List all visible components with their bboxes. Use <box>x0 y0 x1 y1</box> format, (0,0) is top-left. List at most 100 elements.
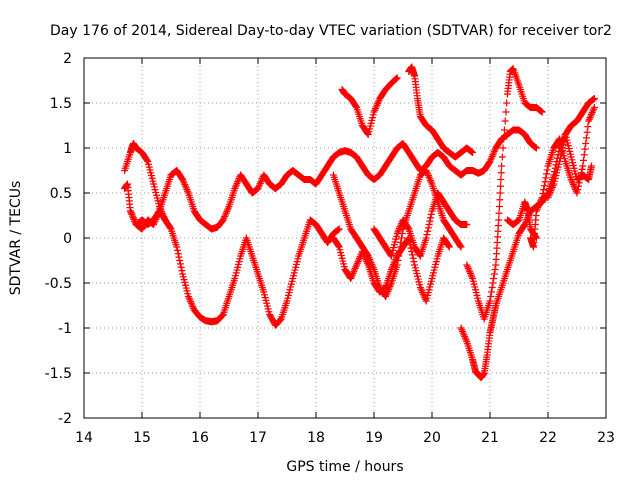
data-point <box>348 273 356 281</box>
data-point <box>445 243 453 251</box>
data-point <box>395 226 403 234</box>
data-point <box>497 176 505 183</box>
data-point <box>543 170 551 178</box>
y-tick-label: -0.5 <box>45 276 72 292</box>
series-sat-f <box>405 63 477 161</box>
series-sat-g <box>329 234 453 305</box>
data-point <box>486 158 494 165</box>
data-point <box>500 135 508 143</box>
data-point <box>490 275 498 282</box>
data-point <box>182 184 190 192</box>
data-point <box>497 169 505 177</box>
data-point <box>497 182 505 190</box>
data-point <box>427 178 435 186</box>
data-point <box>160 215 168 223</box>
data-point <box>458 326 466 334</box>
axis-ticks: 14 15 16 17 18 19 20 21 22 23 -2 -1.5 -1 -0.5 0 0.5 1 1.5… <box>45 51 615 446</box>
data-point <box>335 225 343 233</box>
data-point <box>588 110 595 118</box>
data-point <box>363 258 371 266</box>
data-point <box>547 187 555 195</box>
data-point <box>218 311 226 319</box>
data-point <box>445 242 453 250</box>
data-point <box>382 293 390 300</box>
data-point <box>548 183 556 191</box>
data-point <box>574 186 582 194</box>
data-point <box>409 254 417 262</box>
data-point <box>466 268 474 276</box>
data-point <box>587 112 595 120</box>
data-point <box>372 103 380 111</box>
data-point <box>218 312 226 320</box>
data-point <box>541 178 549 186</box>
series-sat-d <box>338 74 401 138</box>
data-point <box>223 208 231 216</box>
data-point <box>219 216 227 224</box>
data-point <box>374 98 382 106</box>
data-point <box>362 256 370 264</box>
data-point <box>462 336 470 344</box>
data-point <box>556 158 564 165</box>
data-point <box>498 153 506 161</box>
data-point <box>539 190 547 198</box>
data-point <box>559 141 567 149</box>
data-point <box>468 273 476 281</box>
data-point <box>382 291 390 299</box>
data-point <box>466 269 474 277</box>
data-point <box>502 108 510 116</box>
data-point <box>534 204 542 212</box>
data-point <box>188 301 196 309</box>
series-sat-m <box>370 189 471 260</box>
data-point <box>540 186 548 194</box>
data-point <box>254 185 262 192</box>
data-point <box>556 154 564 162</box>
data-point <box>457 324 465 332</box>
data-point <box>150 221 158 228</box>
data-point <box>177 263 185 271</box>
data-point <box>581 145 589 153</box>
data-point <box>390 260 398 268</box>
data-point <box>469 149 477 156</box>
data-point <box>422 234 430 242</box>
data-point <box>487 293 495 300</box>
data-point <box>152 215 160 223</box>
data-point <box>585 117 593 125</box>
data-point <box>559 144 566 152</box>
x-tick-label: 18 <box>307 430 325 446</box>
data-point <box>499 144 507 152</box>
data-point <box>580 156 588 164</box>
data-point <box>233 179 241 187</box>
data-point <box>590 95 598 102</box>
data-point <box>488 284 496 291</box>
chart-title: Day 176 of 2014, Sidereal Day-to-day VTE… <box>50 23 612 39</box>
data-point <box>590 104 598 111</box>
data-point <box>221 213 229 221</box>
data-point <box>498 162 506 170</box>
data-point <box>182 182 189 190</box>
data-point <box>569 181 577 189</box>
x-axis-title: GPS time / hours <box>286 459 403 475</box>
data-point <box>361 254 369 262</box>
data-point <box>459 329 467 337</box>
data-point <box>350 266 358 274</box>
data-point <box>257 178 265 186</box>
data-point <box>545 190 553 198</box>
data-point <box>353 261 361 269</box>
data-point <box>487 154 495 162</box>
data-point <box>374 100 382 108</box>
data-point <box>150 219 158 227</box>
data-point <box>370 108 378 116</box>
y-axis-title: SDTVAR / TECUs <box>8 181 24 296</box>
data-point <box>532 234 540 242</box>
y-tick-label: 1 <box>63 141 72 157</box>
data-point <box>404 224 412 232</box>
data-point <box>220 214 228 222</box>
x-tick-label: 22 <box>539 430 557 446</box>
data-point <box>174 250 182 258</box>
data-point <box>464 264 472 272</box>
data-point <box>363 129 371 137</box>
data-point <box>495 203 503 210</box>
data-point <box>549 182 557 190</box>
data-point <box>349 269 357 277</box>
